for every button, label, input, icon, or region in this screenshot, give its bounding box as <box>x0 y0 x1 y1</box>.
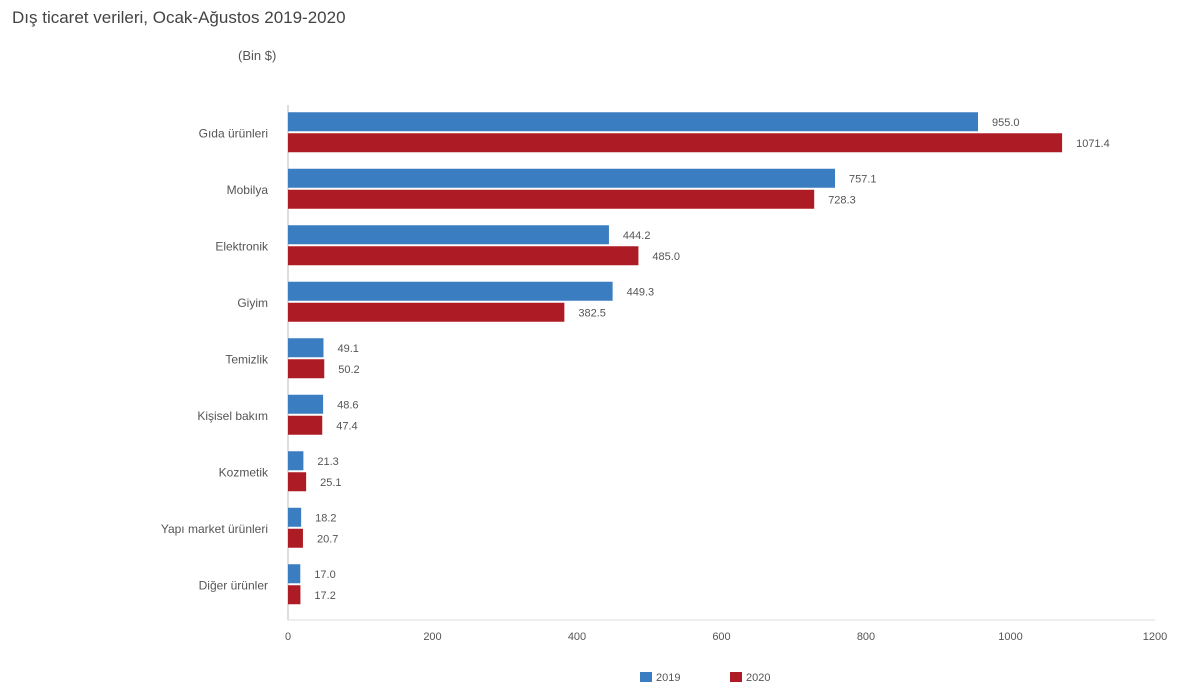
category-label: Elektronik <box>215 239 269 253</box>
legend-swatch <box>730 672 742 682</box>
bar-2019 <box>288 564 301 584</box>
category-label: Mobilya <box>227 183 269 197</box>
bar-2020 <box>288 585 301 605</box>
data-label: 17.0 <box>314 569 335 581</box>
data-label: 728.3 <box>828 194 856 206</box>
data-label: 48.6 <box>337 399 358 411</box>
x-tick-label: 0 <box>285 631 291 643</box>
data-label: 47.4 <box>336 420 357 432</box>
bar-2020 <box>288 302 565 322</box>
category-label: Temizlik <box>225 352 269 366</box>
data-label: 444.2 <box>623 230 651 242</box>
data-label: 17.2 <box>314 590 335 602</box>
chart-title: Dış ticaret verileri, Ocak-Ağustos 2019-… <box>12 8 346 27</box>
bar-2019 <box>288 168 836 188</box>
legend-label: 2019 <box>656 672 680 684</box>
bar-2019 <box>288 281 613 301</box>
category-label: Giyim <box>237 296 268 310</box>
category-label: Diğer ürünler <box>199 578 268 592</box>
x-tick-label: 1200 <box>1143 631 1167 643</box>
bar-2019 <box>288 112 978 132</box>
bar-2020 <box>288 528 303 548</box>
bar-2020 <box>288 359 325 379</box>
x-tick-label: 200 <box>423 631 441 643</box>
data-label: 955.0 <box>992 117 1020 129</box>
data-label: 485.0 <box>652 251 680 263</box>
x-tick-label: 600 <box>712 631 730 643</box>
bar-2020 <box>288 415 323 435</box>
category-label: Gıda ürünleri <box>199 126 268 140</box>
x-tick-label: 400 <box>568 631 586 643</box>
data-label: 49.1 <box>337 343 358 355</box>
bar-2020 <box>288 133 1063 153</box>
bar-2020 <box>288 189 815 209</box>
bar-2020 <box>288 472 307 492</box>
data-label: 25.1 <box>320 477 341 489</box>
data-label: 18.2 <box>315 512 336 524</box>
x-tick-label: 800 <box>857 631 875 643</box>
bar-2019 <box>288 451 304 471</box>
data-label: 50.2 <box>338 364 359 376</box>
bar-2019 <box>288 507 302 527</box>
x-tick-label: 1000 <box>998 631 1022 643</box>
category-label: Yapı market ürünleri <box>161 522 268 536</box>
legend-swatch <box>640 672 652 682</box>
bar-2019 <box>288 225 609 245</box>
bar-2020 <box>288 246 639 266</box>
bar-2019 <box>288 394 324 414</box>
data-label: 21.3 <box>317 456 338 468</box>
bar-2019 <box>288 338 324 358</box>
chart-subtitle: (Bin $) <box>238 48 277 63</box>
data-label: 757.1 <box>849 173 877 185</box>
category-label: Kozmetik <box>219 465 269 479</box>
data-label: 382.5 <box>578 307 606 319</box>
category-label: Kişisel bakım <box>197 409 268 423</box>
data-label: 449.3 <box>627 286 655 298</box>
data-label: 1071.4 <box>1076 138 1110 150</box>
legend-label: 2020 <box>746 672 770 684</box>
data-label: 20.7 <box>317 533 338 545</box>
